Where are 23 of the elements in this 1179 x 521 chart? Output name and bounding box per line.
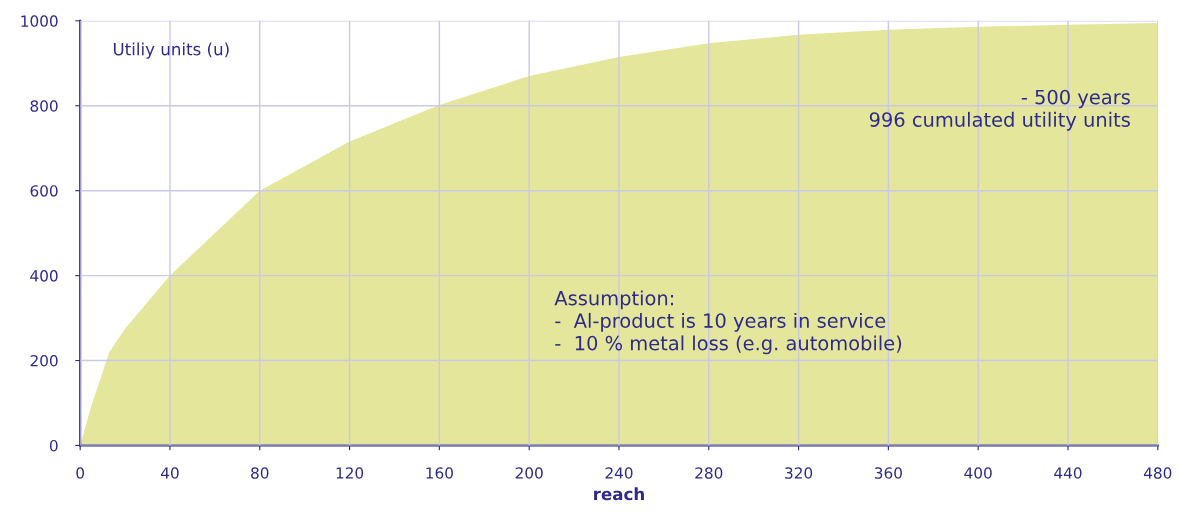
x-tick-label: 320 bbox=[785, 467, 813, 479]
x-tick-label: 40 bbox=[161, 467, 179, 479]
x-tick-label: 360 bbox=[874, 467, 902, 479]
x-tick-label: 80 bbox=[251, 467, 269, 479]
x-tick-label: 280 bbox=[695, 467, 723, 479]
y-tick-label: 600 bbox=[30, 185, 58, 197]
x-tick-label: 200 bbox=[515, 467, 543, 479]
annotation: Assumption: - Al-product is 10 years in service - 10 % metal loss (e.g. automobile) bbox=[554, 290, 902, 355]
y-tick-label: 1000 bbox=[21, 15, 58, 27]
annotation: - 500 years 996 cumulated utility units bbox=[869, 89, 1130, 131]
y-tick-label: 800 bbox=[30, 100, 58, 112]
x-tick-label: 160 bbox=[426, 467, 453, 479]
x-tick-label: 400 bbox=[964, 467, 992, 479]
x-tick-label: 480 bbox=[1143, 467, 1172, 479]
x-tick-label: 120 bbox=[336, 467, 364, 479]
x-tick-label: 440 bbox=[1054, 467, 1082, 479]
y-tick-label: 0 bbox=[49, 439, 58, 452]
y-tick-label: 200 bbox=[30, 355, 58, 367]
y-axis-title: Utiliy units (u) bbox=[113, 42, 229, 59]
y-tick-label: 400 bbox=[30, 270, 58, 282]
x-tick-label: 0 bbox=[76, 467, 85, 479]
x-tick-label: 240 bbox=[605, 467, 633, 479]
x-axis-title: reach bbox=[594, 487, 644, 501]
